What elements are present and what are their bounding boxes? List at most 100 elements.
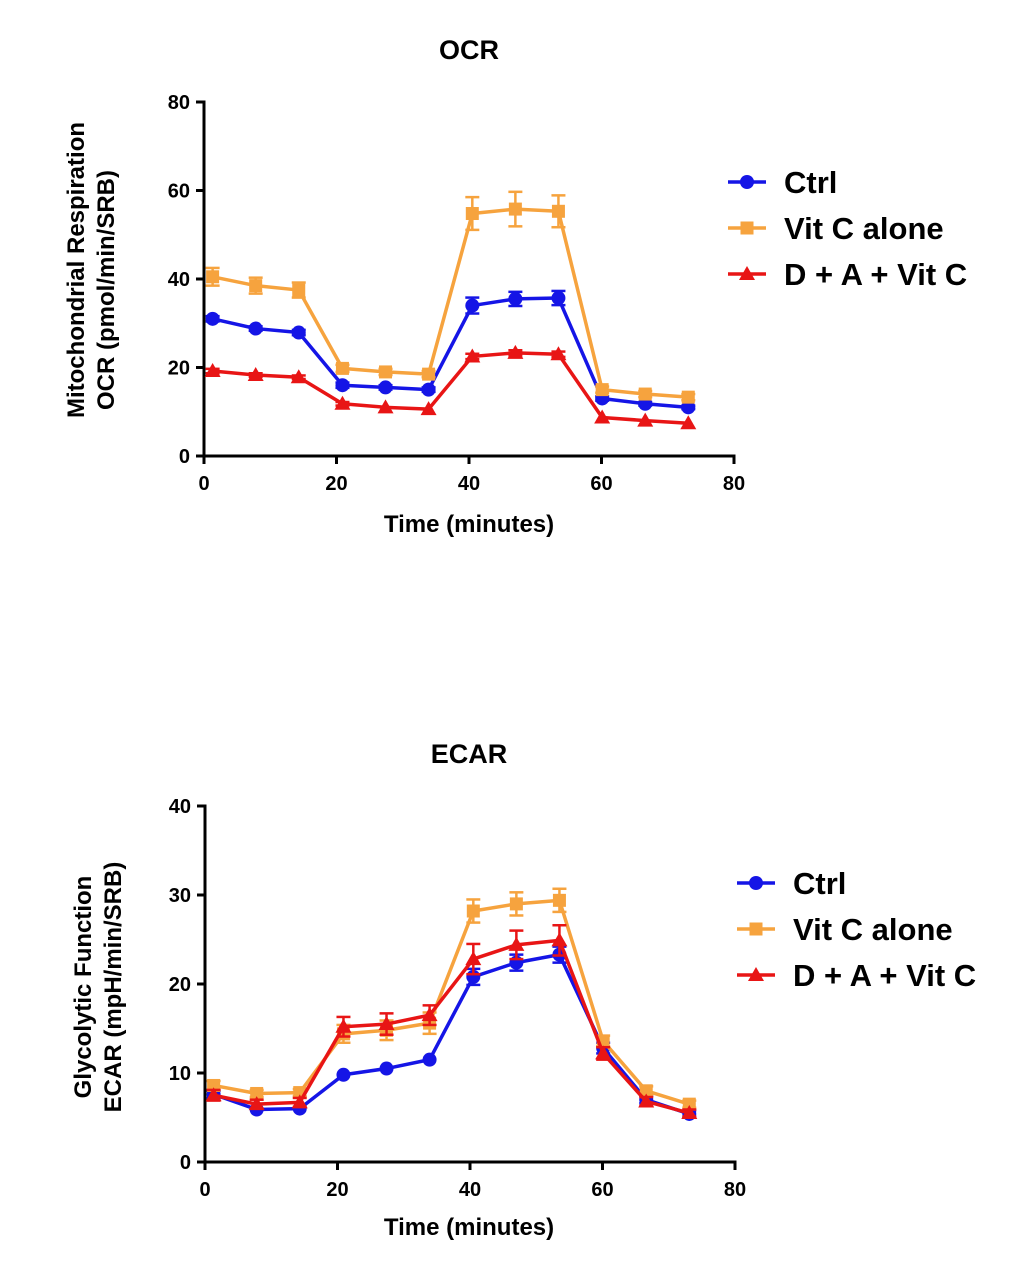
- ocr-ctrl-point: [551, 291, 566, 306]
- ocr-d-a-vit-c-point: [420, 401, 437, 416]
- ocr-ctrl-point: [681, 400, 696, 415]
- ocr-ctrl-point: [335, 378, 350, 393]
- ocr-vit-c-alone-point: [551, 204, 565, 218]
- ocr-d-a-vit-c-point: [550, 346, 567, 361]
- ocr-ctrl-point: [465, 298, 480, 313]
- ecar-y-tick-label: 30: [169, 885, 191, 907]
- ecar-x-tick-label: 80: [724, 1179, 746, 1201]
- ecar-series: [205, 887, 698, 1121]
- ocr-vit-c-alone-point: [249, 279, 263, 293]
- ocr-d-a-vit-c-point: [377, 399, 394, 414]
- ecar-ctrl-line: [213, 952, 690, 1116]
- ocr-vit-c-alone-point: [508, 202, 522, 216]
- ecar-d-a-vit-c-point: [551, 932, 568, 947]
- ecar-title: ECAR: [431, 739, 508, 769]
- ocr-legend-ctrl-label: Ctrl: [784, 165, 837, 200]
- ecar-d-a-vit-c-point: [508, 936, 525, 951]
- ocr-legend-vit-c-alone-label: Vit C alone: [784, 211, 944, 246]
- ecar-legend-vit-c-alone-swatch-marker: [749, 922, 763, 936]
- ocr-ctrl-series: [205, 289, 696, 415]
- ocr-d-a-vit-c-point: [594, 409, 611, 424]
- ecar-d-a-vit-c-point: [335, 1018, 352, 1033]
- ocr-x-tick-label: 80: [723, 473, 745, 495]
- ecar-d-a-vit-c-point: [638, 1093, 655, 1108]
- ocr-xlabel: Time (minutes): [384, 511, 554, 538]
- ecar-vit-c-alone-point: [509, 897, 523, 911]
- ocr-title: OCR: [439, 35, 499, 65]
- ocr-d-a-vit-c-line: [212, 351, 689, 426]
- ocr-x-tick-label: 40: [458, 473, 480, 495]
- ocr-x-tick-label: 0: [198, 473, 209, 495]
- ocr-legend: Ctrl Vit C alone D + A + Vit C: [728, 165, 967, 292]
- ecar-d-a-vit-c-line: [213, 938, 690, 1115]
- ocr-ctrl-point: [291, 325, 306, 340]
- ocr-ctrl-point: [248, 321, 263, 336]
- ocr-d-a-vit-c-series: [204, 344, 697, 430]
- ecar-vit-c-alone-point: [552, 893, 566, 907]
- ecar-y-tick-label: 0: [180, 1152, 191, 1174]
- ecar-d-a-vit-c-series: [205, 924, 698, 1120]
- ecar-d-a-vit-c-point: [248, 1096, 265, 1111]
- ocr-d-a-vit-c-point: [680, 415, 697, 430]
- ecar-d-a-vit-c-point: [291, 1094, 308, 1109]
- ocr-vit-c-alone-point: [638, 387, 652, 401]
- ocr-x-tick-label: 60: [590, 473, 612, 495]
- ecar-vit-c-alone-point: [466, 904, 480, 918]
- ocr-y-tick-label: 40: [168, 269, 190, 291]
- ocr-vit-c-alone-point: [335, 361, 349, 375]
- ocr-legend-ctrl-swatch-marker: [740, 175, 754, 189]
- ocr-ticks: 0 20 40 60 80 0 20 40 60 80: [168, 92, 745, 495]
- ecar-vit-c-alone-point: [682, 1097, 696, 1111]
- ecar-legend-d-a-vit-c-swatch-marker: [748, 967, 764, 981]
- ocr-ylabel-line-2: OCR (pmol/min/SRB): [93, 170, 120, 410]
- ocr-ylabel-line-1: Mitochondrial Respiration: [63, 122, 90, 418]
- ecar-ctrl-point: [336, 1067, 351, 1082]
- ocr-ctrl-point: [378, 380, 393, 395]
- ocr-vit-c-alone-point: [206, 270, 220, 284]
- ocr-x-tick-label: 20: [325, 473, 347, 495]
- ocr-vit-c-alone-point: [379, 365, 393, 379]
- ocr-chart: OCR Mitochondrial Respiration OCR (pmol/…: [63, 35, 967, 538]
- ocr-ctrl-point: [205, 311, 220, 326]
- ocr-vit-c-alone-point: [681, 390, 695, 404]
- ecar-d-a-vit-c-point: [421, 1007, 438, 1022]
- ecar-xlabel: Time (minutes): [384, 1214, 554, 1241]
- ecar-d-a-vit-c-point: [378, 1016, 395, 1031]
- ecar-x-tick-label: 60: [591, 1179, 613, 1201]
- ocr-vit-c-alone-point: [422, 367, 436, 381]
- ecar-ylabel-line-2: ECAR (mpH/min/SRB): [100, 862, 127, 1113]
- ecar-vit-c-alone-point: [250, 1086, 264, 1100]
- ecar-d-a-vit-c-point: [465, 951, 482, 966]
- ecar-x-tick-label: 40: [459, 1179, 481, 1201]
- ocr-y-tick-label: 60: [168, 181, 190, 203]
- ecar-ctrl-point: [379, 1061, 394, 1076]
- ecar-ctrl-point: [422, 1052, 437, 1067]
- ocr-d-a-vit-c-point: [334, 395, 351, 410]
- ocr-vit-c-alone-point: [465, 207, 479, 221]
- ecar-chart: ECAR Glycolytic Function ECAR (mpH/min/S…: [70, 739, 976, 1241]
- ocr-legend-vit-c-alone-swatch-marker: [740, 221, 754, 235]
- ecar-legend-vit-c-alone-label: Vit C alone: [793, 912, 953, 947]
- ecar-d-a-vit-c-point: [595, 1045, 612, 1060]
- ocr-vit-c-alone-point: [292, 283, 306, 297]
- ecar-y-tick-label: 20: [169, 974, 191, 996]
- ecar-d-a-vit-c-point: [205, 1087, 222, 1102]
- ecar-y-tick-label: 40: [169, 796, 191, 818]
- ocr-vit-c-alone-series: [205, 190, 696, 404]
- ecar-x-tick-label: 0: [199, 1179, 210, 1201]
- ocr-legend-d-a-vit-c-label: D + A + Vit C: [784, 257, 967, 292]
- ocr-ctrl-line: [212, 296, 689, 410]
- ocr-d-a-vit-c-point: [290, 369, 307, 384]
- ocr-legend-d-a-vit-c-swatch-marker: [739, 266, 755, 280]
- ecar-x-tick-label: 20: [326, 1179, 348, 1201]
- ecar-vit-c-alone-point: [639, 1084, 653, 1098]
- ecar-legend-ctrl-swatch-marker: [749, 876, 763, 890]
- ocr-y-tick-label: 20: [168, 358, 190, 380]
- ocr-d-a-vit-c-point: [507, 344, 524, 359]
- ocr-vit-c-alone-line: [212, 207, 689, 399]
- ecar-legend-d-a-vit-c-label: D + A + Vit C: [793, 958, 976, 993]
- ocr-ctrl-point: [508, 291, 523, 306]
- ecar-ylabel-line-1: Glycolytic Function: [70, 876, 97, 1099]
- ecar-ticks: 0 10 20 30 40 0 20 40 60 80: [169, 796, 746, 1201]
